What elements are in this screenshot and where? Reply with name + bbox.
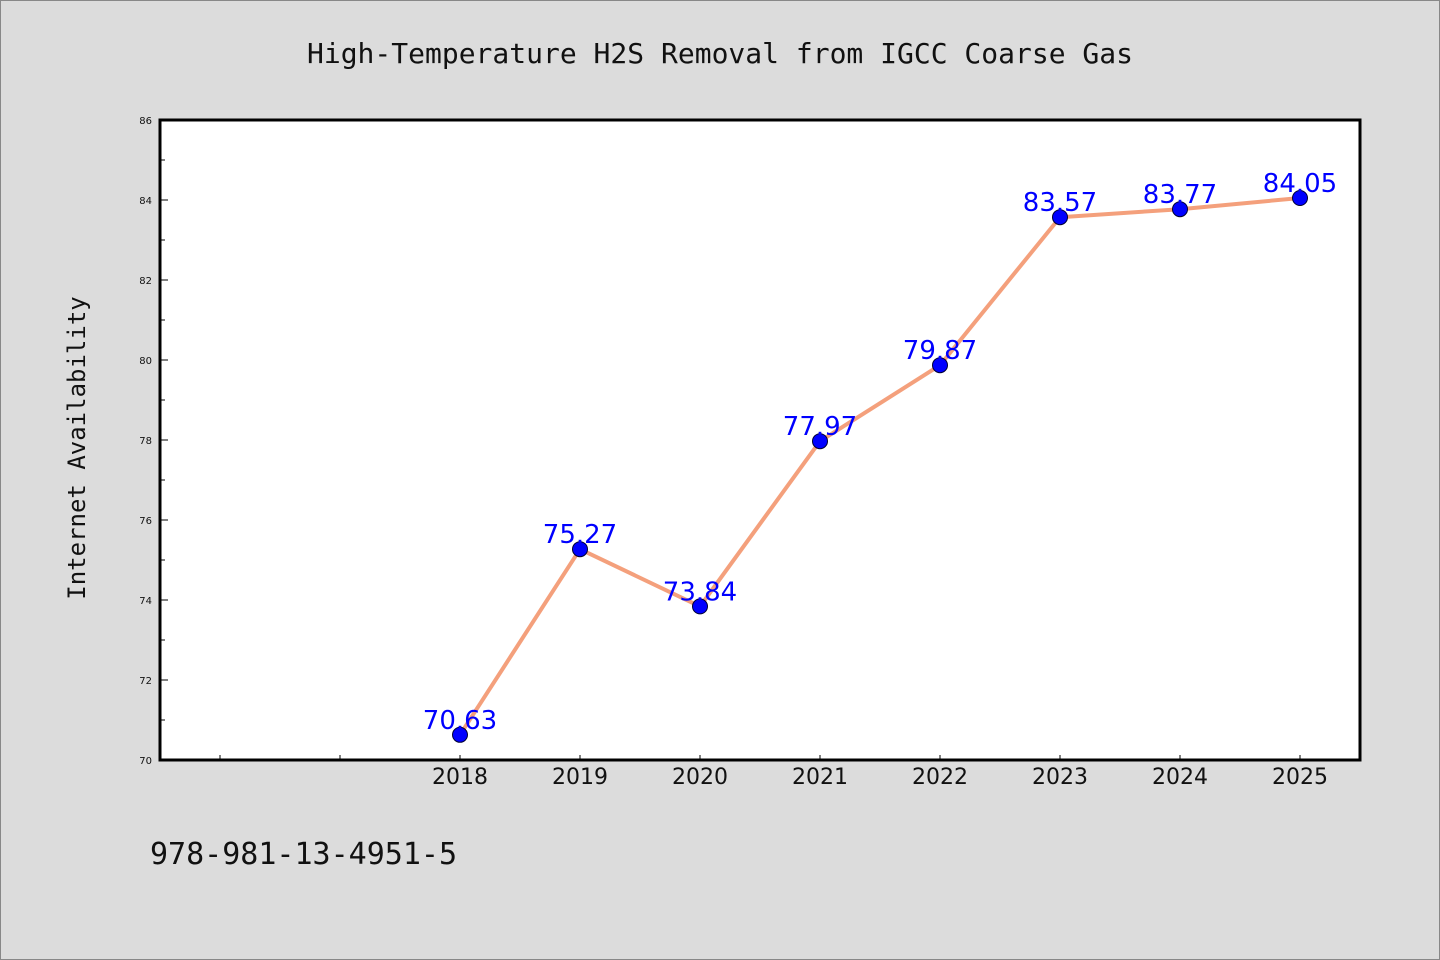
y-tick-label: 78 <box>139 436 152 447</box>
data-point <box>1172 201 1188 218</box>
series-line <box>458 196 1301 736</box>
data-point <box>1052 209 1068 226</box>
plot-area <box>160 120 1360 760</box>
x-tick-label: 2018 <box>432 765 488 790</box>
x-tick-label: 2022 <box>912 765 968 790</box>
y-tick-label: 82 <box>139 276 152 287</box>
data-label: 77.97 <box>783 412 857 442</box>
y-axis-label: Internet Availability <box>63 296 91 599</box>
x-tick-label: 2025 <box>1272 765 1328 790</box>
data-markers <box>452 190 1308 743</box>
y-tick-label: 72 <box>139 676 152 687</box>
data-label: 73.84 <box>663 577 737 607</box>
x-tick-label: 2019 <box>552 765 608 790</box>
data-point <box>812 433 828 450</box>
series-polyline <box>458 196 1301 736</box>
chart-title: High-Temperature H2S Removal from IGCC C… <box>307 37 1133 70</box>
x-axis: 2018 2019 2020 2021 2022 2023 2024 2025 <box>219 755 1328 790</box>
data-label: 83.57 <box>1023 188 1097 218</box>
y-tick-label: 84 <box>139 196 152 207</box>
data-point <box>452 726 468 743</box>
x-tick-label: 2021 <box>792 765 848 790</box>
y-tick-label: 76 <box>139 516 152 527</box>
data-label: 70.63 <box>423 706 497 736</box>
data-point <box>932 357 948 374</box>
data-label: 79.87 <box>903 336 977 366</box>
data-point <box>1292 190 1308 206</box>
plot-border <box>158 118 1362 762</box>
y-tick-label: 70 <box>139 756 152 767</box>
data-label: 84.05 <box>1263 169 1337 199</box>
data-label: 83.77 <box>1143 180 1217 210</box>
data-label: 75.27 <box>543 520 617 550</box>
x-tick-label: 2023 <box>1032 765 1088 790</box>
data-point <box>572 541 588 558</box>
x-tick-label: 2024 <box>1152 765 1208 790</box>
y-tick-label: 74 <box>139 596 152 607</box>
isbn-footer: 978-981-13-4951-5 <box>150 837 457 872</box>
y-tick-label: 86 <box>139 116 152 127</box>
x-tick-label: 2020 <box>672 765 728 790</box>
data-labels: 70.63 75.27 73.84 77.97 79.87 83.57 83.77 84.05 <box>423 169 1337 736</box>
data-point <box>692 598 708 615</box>
y-tick-label: 80 <box>139 356 152 367</box>
